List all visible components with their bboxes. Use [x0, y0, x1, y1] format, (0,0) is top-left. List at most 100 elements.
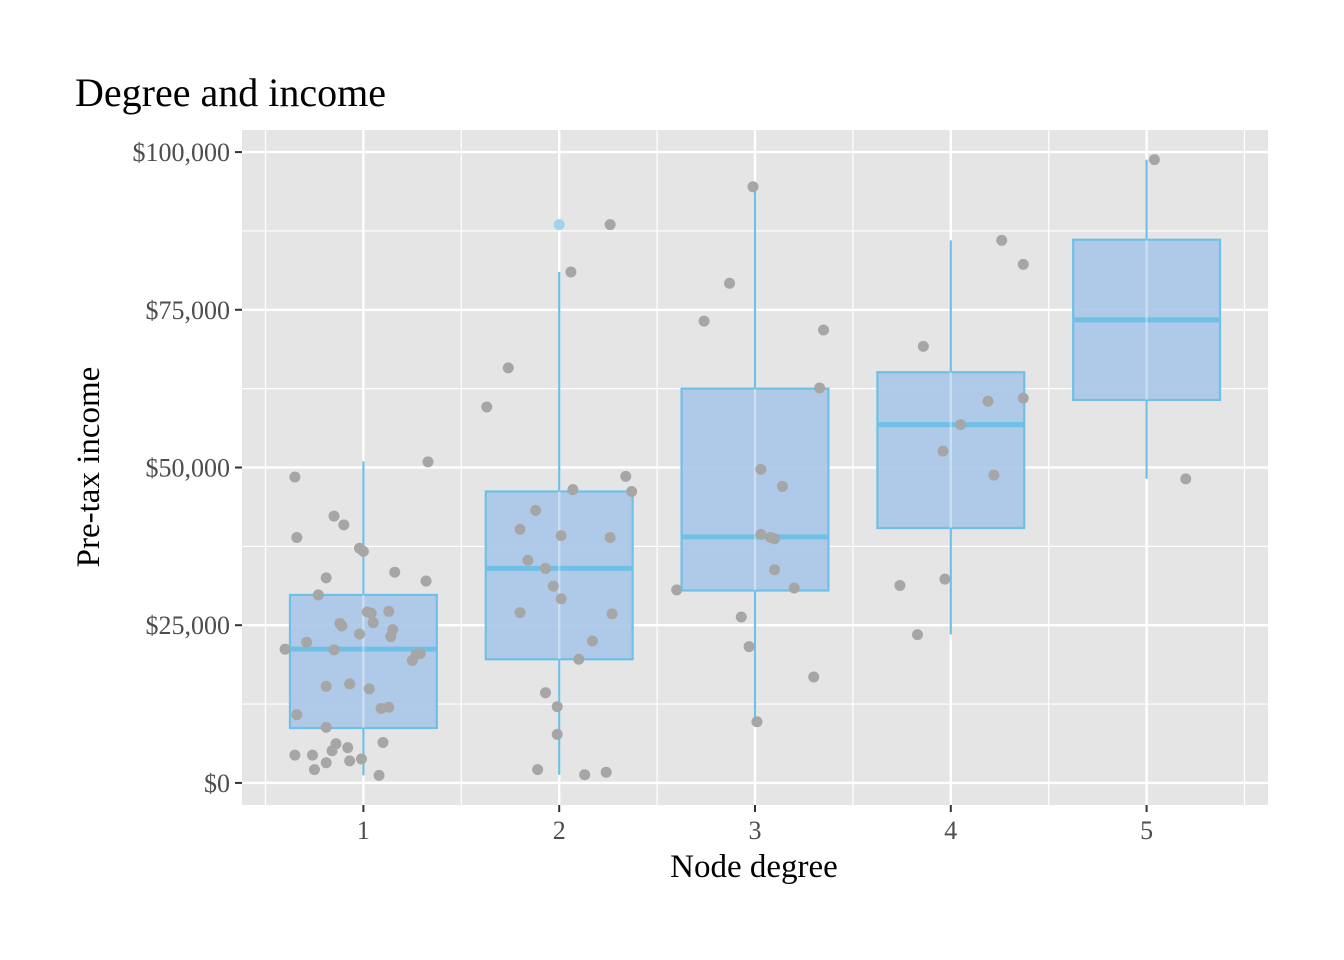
data-point — [414, 648, 426, 660]
data-point — [367, 617, 379, 629]
data-point — [755, 463, 767, 475]
data-point — [626, 485, 638, 497]
boxplot-4 — [876, 240, 1026, 635]
data-point — [532, 764, 544, 776]
data-point — [565, 266, 577, 278]
data-point — [301, 636, 313, 648]
data-point — [353, 628, 365, 640]
data-point — [698, 315, 710, 327]
data-point — [747, 181, 759, 193]
data-point — [420, 575, 432, 587]
data-point — [555, 593, 567, 605]
data-point — [1148, 154, 1160, 166]
data-point — [291, 532, 303, 544]
data-point — [289, 471, 301, 483]
data-point — [547, 580, 559, 592]
data-point — [306, 749, 318, 761]
data-point — [357, 545, 369, 557]
data-point — [312, 589, 324, 601]
data-points — [279, 154, 1192, 781]
chart-title: Degree and income — [75, 70, 386, 115]
data-point — [422, 456, 434, 468]
data-point — [338, 519, 350, 531]
data-point — [769, 533, 781, 545]
data-point — [514, 523, 526, 535]
data-point — [955, 419, 967, 431]
data-point — [308, 764, 320, 776]
data-point — [939, 573, 951, 585]
x-tick-label: 3 — [749, 816, 762, 845]
x-tick-label: 2 — [553, 816, 566, 845]
data-point — [937, 445, 949, 457]
data-point — [769, 564, 781, 576]
data-point — [814, 382, 826, 394]
x-tick-label: 4 — [944, 816, 957, 845]
data-point — [330, 738, 342, 750]
boxplot-5 — [1072, 159, 1222, 479]
data-point — [539, 562, 551, 574]
data-point — [604, 532, 616, 544]
data-point — [1017, 258, 1029, 270]
data-point — [573, 653, 585, 665]
data-point — [743, 641, 755, 653]
data-point — [671, 584, 683, 596]
data-point — [776, 480, 788, 492]
data-point — [328, 644, 340, 656]
data-point — [355, 753, 367, 765]
y-tick-label: $100,000 — [133, 138, 231, 167]
data-point — [320, 757, 332, 769]
y-axis: $0 $25,000 $50,000 $75,000 $100,000 — [133, 138, 242, 798]
x-tick-label: 5 — [1140, 816, 1153, 845]
data-point — [279, 643, 291, 655]
data-point — [917, 340, 929, 352]
data-point — [344, 678, 356, 690]
data-point — [788, 582, 800, 594]
y-tick-label: $25,000 — [146, 611, 231, 640]
data-point — [551, 728, 563, 740]
box-iqr — [484, 490, 634, 661]
data-point — [551, 701, 563, 713]
data-point — [586, 635, 598, 647]
y-axis-title: Pre-tax income — [71, 367, 107, 568]
data-point — [373, 769, 385, 781]
data-point — [344, 755, 356, 767]
data-point — [600, 766, 612, 778]
data-point — [514, 607, 526, 619]
x-axis-title: Node degree — [670, 849, 838, 885]
data-point — [502, 362, 514, 374]
data-point — [988, 469, 1000, 481]
boxplots — [288, 159, 1222, 776]
data-point — [377, 737, 389, 749]
data-point — [389, 566, 401, 578]
data-point — [291, 709, 303, 721]
data-point — [336, 620, 348, 632]
data-point — [894, 579, 906, 591]
y-tick-label: $50,000 — [146, 454, 231, 483]
data-point — [328, 510, 340, 522]
data-point — [383, 701, 395, 713]
data-point — [385, 631, 397, 643]
data-point — [1180, 473, 1192, 485]
data-point — [724, 277, 736, 289]
data-point — [383, 605, 395, 617]
data-point — [912, 629, 924, 641]
data-point — [808, 671, 820, 683]
data-point — [579, 769, 591, 781]
box-iqr — [876, 371, 1026, 530]
data-point — [342, 742, 354, 754]
y-tick-label: $75,000 — [146, 296, 231, 325]
x-axis: 1 2 3 4 5 — [357, 805, 1153, 845]
data-point — [363, 683, 375, 695]
data-point — [320, 680, 332, 692]
boxplot-2 — [484, 219, 634, 775]
data-point — [735, 611, 747, 623]
data-point — [606, 608, 618, 620]
data-point — [522, 554, 534, 566]
data-point — [755, 528, 767, 540]
data-point — [567, 484, 579, 496]
box-iqr — [680, 387, 830, 592]
data-point — [539, 687, 551, 699]
data-point — [996, 234, 1008, 246]
data-point — [620, 470, 632, 482]
